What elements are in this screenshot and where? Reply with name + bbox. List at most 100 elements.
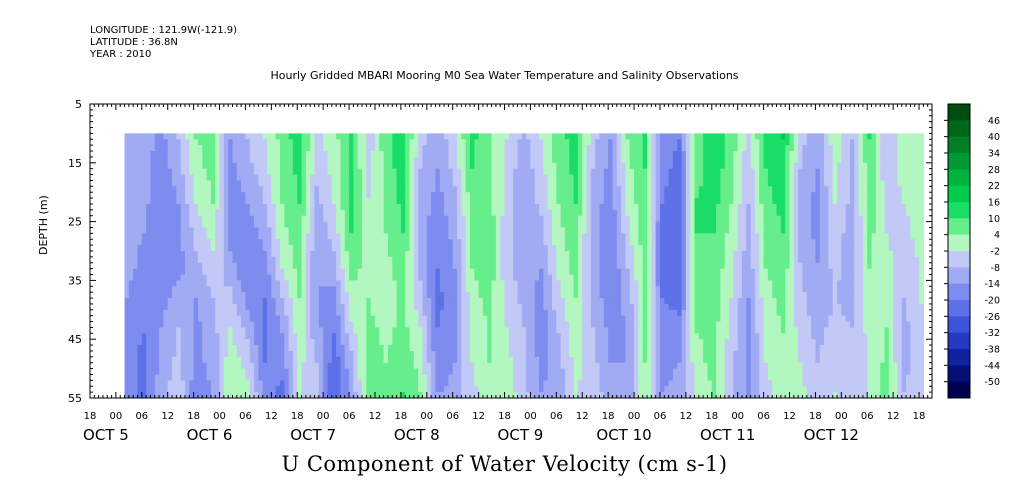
heatmap-cell xyxy=(267,245,272,252)
heatmap-cell xyxy=(586,386,592,393)
heatmap-cell xyxy=(539,392,544,398)
heatmap-cell xyxy=(405,345,411,352)
heatmap-cell xyxy=(362,333,367,340)
heatmap-cell xyxy=(577,156,583,164)
heatmap-cell xyxy=(547,356,553,364)
heatmap-cell xyxy=(366,215,372,223)
heatmap-cell xyxy=(491,368,497,376)
heatmap-cell xyxy=(500,303,506,311)
heatmap-cell xyxy=(357,186,363,193)
heatmap-cell xyxy=(284,139,290,146)
heatmap-cell xyxy=(271,350,277,358)
heatmap-cell xyxy=(362,209,367,217)
heatmap-cell xyxy=(534,327,540,334)
heatmap-cell xyxy=(262,180,268,187)
heatmap-cell xyxy=(267,156,272,164)
heatmap-cell xyxy=(318,186,324,193)
heatmap-cell xyxy=(245,186,251,193)
heatmap-cell xyxy=(469,292,475,299)
heatmap-cell xyxy=(159,392,165,398)
heatmap-cell xyxy=(392,186,398,193)
heatmap-cell xyxy=(435,168,441,176)
heatmap-cell xyxy=(599,274,605,281)
heatmap-cell xyxy=(184,133,190,140)
heatmap-cell xyxy=(336,256,342,264)
heatmap-cell xyxy=(258,233,264,240)
heatmap-cell xyxy=(215,227,221,234)
heatmap-cell xyxy=(534,303,540,311)
heatmap-cell xyxy=(487,333,493,340)
heatmap-cell xyxy=(595,162,601,170)
heatmap-cell xyxy=(141,256,147,264)
heatmap-cell xyxy=(577,174,583,182)
heatmap-cell xyxy=(590,221,596,229)
heatmap-cell xyxy=(184,168,190,176)
heatmap-cell xyxy=(400,321,406,329)
heatmap-cell xyxy=(314,333,320,340)
heatmap-cell xyxy=(530,256,536,264)
heatmap-cell xyxy=(254,303,259,311)
heatmap-cell xyxy=(413,274,419,281)
heatmap-cell xyxy=(305,198,311,205)
heatmap-cell xyxy=(547,362,553,370)
heatmap-cell xyxy=(569,239,575,246)
heatmap-cell xyxy=(349,380,354,387)
heatmap-cell xyxy=(349,356,354,364)
heatmap-cell xyxy=(137,145,143,152)
heatmap-cell xyxy=(517,239,523,246)
heatmap-cell xyxy=(275,192,281,199)
heatmap-cell xyxy=(206,380,212,387)
heatmap-cell xyxy=(556,245,562,252)
heatmap-cell xyxy=(197,303,203,311)
heatmap-cell xyxy=(418,133,424,140)
heatmap-cell xyxy=(465,192,471,199)
heatmap-cell xyxy=(305,227,311,234)
heatmap-cell xyxy=(124,209,130,217)
heatmap-cell xyxy=(521,268,527,276)
heatmap-cell xyxy=(323,251,329,258)
heatmap-cell xyxy=(344,386,350,393)
heatmap-cell xyxy=(577,356,583,364)
heatmap-cell xyxy=(379,180,385,187)
heatmap-cell xyxy=(448,227,454,234)
heatmap-cell xyxy=(569,203,575,211)
heatmap-cell xyxy=(245,156,251,164)
heatmap-cell xyxy=(323,298,329,305)
heatmap-cell xyxy=(167,268,173,276)
heatmap-cell xyxy=(543,309,549,317)
heatmap-cell xyxy=(275,321,281,329)
heatmap-cell xyxy=(573,180,579,187)
heatmap-cell xyxy=(176,321,182,329)
heatmap-cell xyxy=(413,203,419,211)
heatmap-cell xyxy=(327,339,333,346)
heatmap-cell xyxy=(193,362,199,370)
heatmap-cell xyxy=(288,174,294,182)
heatmap-cell xyxy=(223,303,229,311)
heatmap-cell xyxy=(344,315,350,323)
heatmap-cell xyxy=(582,156,588,164)
heatmap-cell xyxy=(526,303,532,311)
heatmap-cell xyxy=(383,286,389,293)
heatmap-cell xyxy=(176,239,182,246)
heatmap-cell xyxy=(435,209,441,217)
heatmap-cell xyxy=(452,321,458,329)
heatmap-cell xyxy=(163,380,169,387)
heatmap-cell xyxy=(197,245,203,252)
heatmap-cell xyxy=(582,309,588,317)
heatmap-cell xyxy=(241,162,247,170)
heatmap-cell xyxy=(457,280,462,287)
heatmap-cell xyxy=(495,286,501,293)
heatmap-cell xyxy=(521,215,527,223)
heatmap-cell xyxy=(435,386,441,393)
heatmap-cell xyxy=(504,233,510,240)
heatmap-cell xyxy=(275,198,281,205)
heatmap-cell xyxy=(357,245,363,252)
heatmap-cell xyxy=(418,309,424,317)
heatmap-cell xyxy=(314,186,320,193)
heatmap-cell xyxy=(340,156,346,164)
heatmap-cell xyxy=(137,245,143,252)
heatmap-cell xyxy=(439,345,445,352)
heatmap-cell xyxy=(595,386,601,393)
heatmap-cell xyxy=(154,192,160,199)
heatmap-cell xyxy=(366,192,372,199)
